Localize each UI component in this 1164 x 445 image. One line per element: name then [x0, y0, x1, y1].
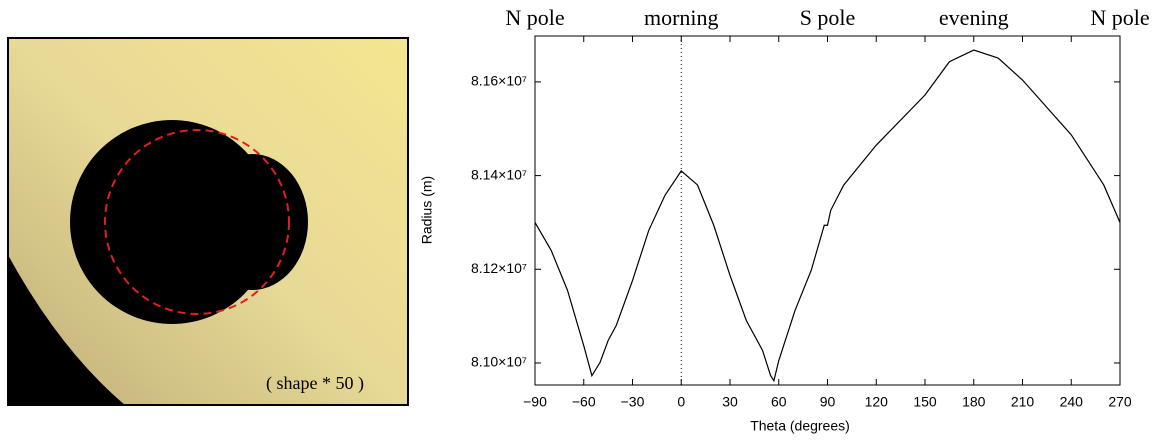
- image-frame: [7, 37, 409, 406]
- x-tick-label: 0: [677, 394, 685, 410]
- x-tick-label: 90: [820, 394, 836, 410]
- x-axis-label: Theta (degrees): [750, 418, 850, 434]
- x-tick-label: 210: [1011, 394, 1035, 410]
- x-tick-label: −90: [523, 394, 547, 410]
- data-line: [534, 49, 1121, 383]
- shape-image: ( shape * 50 ): [8, 38, 408, 405]
- y-tick-label: 8.14×10⁷: [471, 166, 527, 182]
- shape-bulge: [196, 154, 308, 290]
- x-tick-label: −60: [572, 394, 596, 410]
- x-tick-label: 270: [1108, 394, 1132, 410]
- top-label: S pole: [800, 5, 856, 30]
- y-axis-label: Radius (m): [419, 176, 435, 244]
- top-label: evening: [939, 5, 1009, 30]
- top-label: N pole: [505, 5, 564, 30]
- image-caption: ( shape * 50 ): [266, 373, 364, 394]
- dark-region: [8, 255, 125, 405]
- y-tick-label: 8.10×10⁷: [471, 354, 527, 370]
- x-tick-label: 150: [913, 394, 937, 410]
- y-tick-label: 8.12×10⁷: [471, 260, 527, 276]
- top-label: morning: [644, 5, 719, 30]
- y-tick-label: 8.16×10⁷: [471, 73, 527, 89]
- x-tick-label: 30: [722, 394, 738, 410]
- x-tick-label: 180: [962, 394, 986, 410]
- reference-circle: [104, 129, 290, 315]
- top-label: N pole: [1090, 5, 1149, 30]
- x-tick-label: −30: [621, 394, 645, 410]
- plot-frame: [534, 35, 1121, 386]
- x-tick-label: 120: [865, 394, 889, 410]
- x-tick-label: 60: [771, 394, 787, 410]
- x-tick-label: 240: [1060, 394, 1084, 410]
